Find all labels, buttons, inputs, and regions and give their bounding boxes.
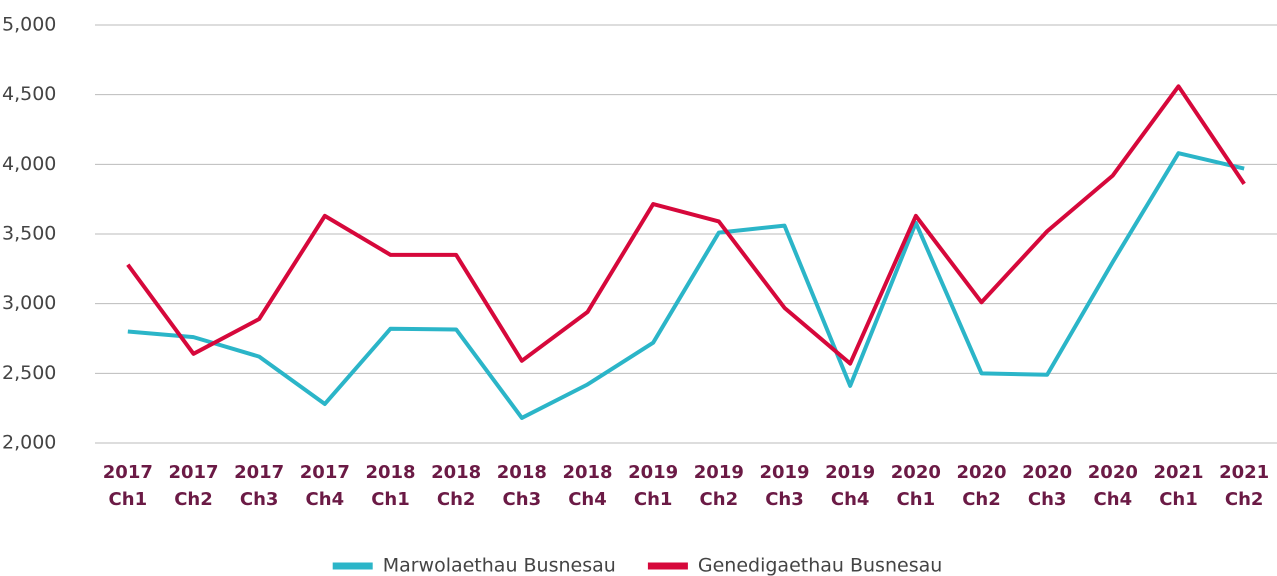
y-tick-label: 3,500 bbox=[2, 223, 56, 245]
x-tick-label: 2021 Ch2 bbox=[1219, 462, 1269, 510]
x-tick-label: 2018 Ch1 bbox=[365, 462, 415, 510]
x-tick-label: 2017 Ch1 bbox=[103, 462, 153, 510]
x-tick-label: 2020 Ch1 bbox=[891, 462, 941, 510]
x-tick-label: 2018 Ch3 bbox=[497, 462, 547, 510]
x-tick-label: 2017 Ch2 bbox=[168, 462, 218, 510]
y-tick-label: 3,000 bbox=[2, 292, 56, 314]
x-tick-label: 2019 Ch1 bbox=[628, 462, 678, 510]
x-tick-label: 2020 Ch4 bbox=[1088, 462, 1138, 510]
y-tick-label: 5,000 bbox=[2, 14, 56, 36]
x-tick-label: 2019 Ch3 bbox=[759, 462, 809, 510]
series-line bbox=[127, 151, 1245, 420]
x-tick-label: 2017 Ch4 bbox=[300, 462, 350, 510]
legend-label: Marwolaethau Busnesau bbox=[383, 555, 616, 576]
y-tick-label: 2,000 bbox=[2, 432, 56, 454]
x-tick-label: 2018 Ch4 bbox=[562, 462, 612, 510]
x-tick-label: 2017 Ch3 bbox=[234, 462, 284, 510]
y-tick-label: 4,500 bbox=[2, 83, 56, 105]
x-tick-label: 2020 Ch2 bbox=[956, 462, 1006, 510]
x-tick-label: 2018 Ch2 bbox=[431, 462, 481, 510]
x-tick-label: 2021 Ch1 bbox=[1153, 462, 1203, 510]
y-tick-label: 4,000 bbox=[2, 153, 56, 175]
x-tick-label: 2020 Ch3 bbox=[1022, 462, 1072, 510]
legend-label: Genedigaethau Busnesau bbox=[698, 555, 942, 576]
series-line bbox=[126, 84, 1246, 366]
y-tick-label: 2,500 bbox=[2, 362, 56, 384]
x-tick-label: 2019 Ch2 bbox=[694, 462, 744, 510]
x-tick-label: 2019 Ch4 bbox=[825, 462, 875, 510]
